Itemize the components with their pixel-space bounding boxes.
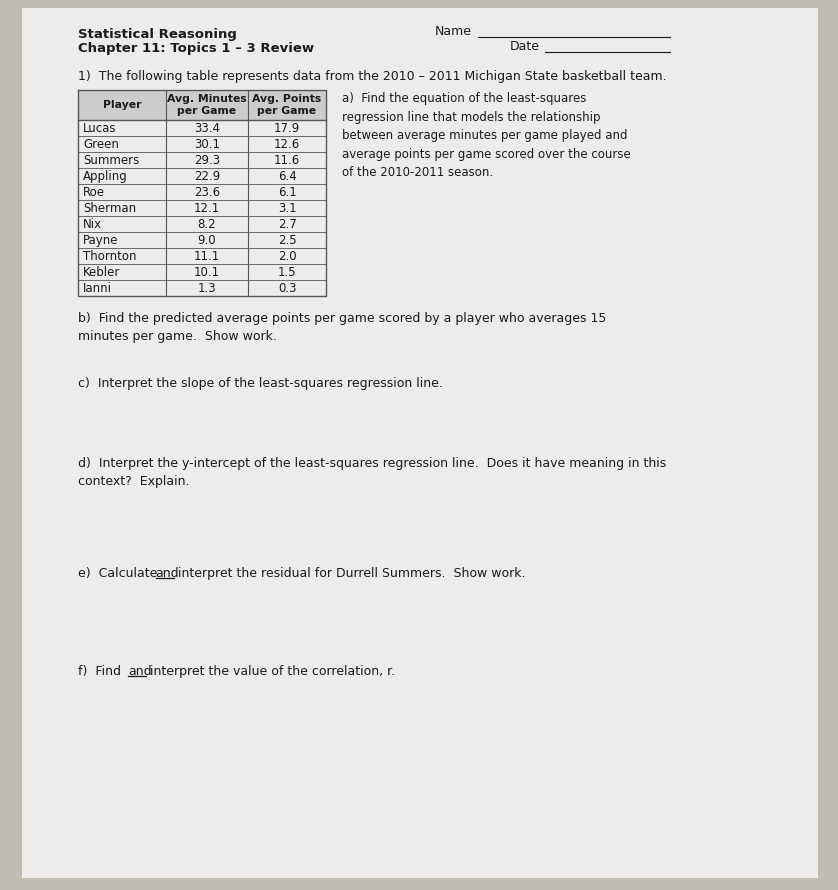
- Text: c)  Interpret the slope of the least-squares regression line.: c) Interpret the slope of the least-squa…: [78, 377, 442, 390]
- Text: Chapter 11: Topics 1 – 3 Review: Chapter 11: Topics 1 – 3 Review: [78, 42, 314, 55]
- Text: 12.1: 12.1: [194, 201, 220, 214]
- Text: e)  Calculate: e) Calculate: [78, 567, 162, 580]
- Text: interpret the residual for Durrell Summers.  Show work.: interpret the residual for Durrell Summe…: [173, 567, 525, 580]
- Text: Ianni: Ianni: [83, 281, 112, 295]
- Text: Summers: Summers: [83, 153, 139, 166]
- Text: 2.0: 2.0: [277, 249, 297, 263]
- Text: Appling: Appling: [83, 169, 127, 182]
- Text: 0.3: 0.3: [277, 281, 297, 295]
- Text: Date: Date: [510, 40, 540, 53]
- Text: Player: Player: [103, 100, 142, 110]
- Text: Thornton: Thornton: [83, 249, 137, 263]
- Text: 6.4: 6.4: [277, 169, 297, 182]
- Text: 2.7: 2.7: [277, 217, 297, 231]
- Text: and: and: [156, 567, 179, 580]
- Text: interpret the value of the correlation, r.: interpret the value of the correlation, …: [146, 665, 395, 678]
- Text: Nix: Nix: [83, 217, 102, 231]
- Text: f)  Find: f) Find: [78, 665, 125, 678]
- Text: Name: Name: [435, 25, 472, 38]
- Text: Statistical Reasoning: Statistical Reasoning: [78, 28, 237, 41]
- Text: and: and: [128, 665, 152, 678]
- Text: 9.0: 9.0: [198, 233, 216, 247]
- Text: 11.1: 11.1: [194, 249, 220, 263]
- Text: 12.6: 12.6: [274, 137, 300, 150]
- Text: 6.1: 6.1: [277, 185, 297, 198]
- Text: 2.5: 2.5: [277, 233, 297, 247]
- Text: Green: Green: [83, 137, 119, 150]
- Text: 29.3: 29.3: [194, 153, 220, 166]
- Text: Sherman: Sherman: [83, 201, 136, 214]
- Text: Roe: Roe: [83, 185, 105, 198]
- Text: 22.9: 22.9: [194, 169, 220, 182]
- Text: Avg. Minutes
per Game: Avg. Minutes per Game: [167, 94, 247, 116]
- Text: a)  Find the equation of the least-squares
regression line that models the relat: a) Find the equation of the least-square…: [342, 92, 631, 179]
- Text: 10.1: 10.1: [194, 265, 220, 279]
- Text: Avg. Points
per Game: Avg. Points per Game: [252, 94, 322, 116]
- Bar: [78, 90, 326, 120]
- Text: 1)  The following table represents data from the 2010 – 2011 Michigan State bask: 1) The following table represents data f…: [78, 70, 666, 83]
- Text: 11.6: 11.6: [274, 153, 300, 166]
- Text: 3.1: 3.1: [277, 201, 297, 214]
- Text: 17.9: 17.9: [274, 122, 300, 134]
- Text: 1.5: 1.5: [277, 265, 297, 279]
- Text: d)  Interpret the y-intercept of the least-squares regression line.  Does it hav: d) Interpret the y-intercept of the leas…: [78, 457, 666, 488]
- Text: 23.6: 23.6: [194, 185, 220, 198]
- Text: b)  Find the predicted average points per game scored by a player who averages 1: b) Find the predicted average points per…: [78, 312, 607, 343]
- Text: 8.2: 8.2: [198, 217, 216, 231]
- Text: Payne: Payne: [83, 233, 118, 247]
- Text: 33.4: 33.4: [194, 122, 220, 134]
- Text: Lucas: Lucas: [83, 122, 116, 134]
- Text: Kebler: Kebler: [83, 265, 121, 279]
- Text: 1.3: 1.3: [198, 281, 216, 295]
- Text: 30.1: 30.1: [194, 137, 220, 150]
